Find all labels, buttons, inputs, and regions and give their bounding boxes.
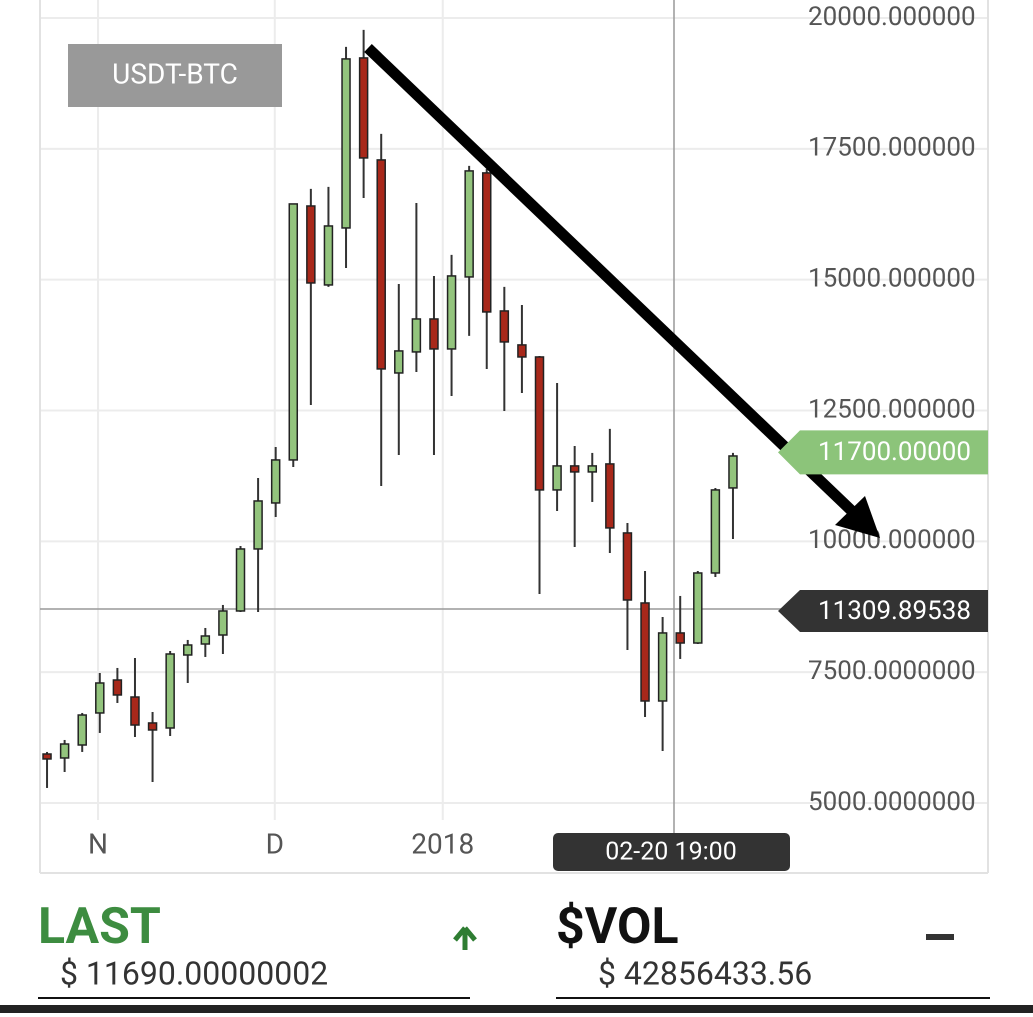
candle-body — [200, 635, 211, 645]
x-tick-label: D — [266, 827, 284, 860]
y-tick-label: 15000.000000 — [808, 264, 976, 294]
candle-body — [411, 318, 422, 353]
candle-body — [341, 58, 351, 229]
crosshair-price: 11309.89538 — [818, 596, 971, 626]
y-tick-label: 7500.0000000 — [808, 656, 976, 686]
bottom-bar — [0, 1005, 1033, 1013]
title-box — [68, 44, 282, 107]
vol-label: $VOL — [556, 898, 679, 956]
candle-body — [112, 679, 123, 696]
candle-body — [710, 489, 721, 574]
candle-body — [376, 159, 386, 370]
trend-arrow-head — [835, 496, 880, 538]
candle-body — [77, 714, 87, 746]
x-tick-label: 2018 — [411, 827, 474, 860]
candle-body — [640, 602, 650, 702]
candle-body — [569, 465, 580, 473]
candle-body — [693, 572, 703, 644]
candle-body — [130, 696, 140, 726]
candle-body — [306, 205, 316, 284]
candle-body — [165, 653, 175, 729]
x-tick-label: N — [88, 827, 108, 860]
y-axis: 5000.0000000 7500.0000000 10000.000000 1250… — [808, 2, 976, 817]
candle-body — [517, 344, 527, 358]
candle-body — [675, 632, 685, 644]
candle-body — [288, 203, 299, 461]
candle-body — [270, 459, 281, 504]
y-tick-label: 17500.000000 — [808, 133, 976, 163]
candle-body — [552, 465, 562, 491]
candle-body — [42, 753, 52, 760]
y-tick-label: 5000.0000000 — [808, 787, 976, 817]
trend-arrow — [364, 44, 859, 518]
last-price-marker — [778, 430, 988, 475]
candle-body — [253, 500, 263, 550]
vol-value: $ 42856433.56 — [598, 954, 812, 992]
candle-body — [446, 275, 457, 350]
candle-body — [218, 610, 228, 636]
grid: N D 2018 — [40, 0, 988, 860]
crosshair-price-tag — [778, 590, 988, 632]
up-arrow — [453, 926, 477, 950]
candle-body — [534, 356, 545, 491]
crosshair-time-tag — [553, 833, 790, 871]
last-value: $ 11690.00000002 — [60, 954, 328, 992]
candle-body — [147, 722, 158, 731]
crosshair-time: 02-20 19:00 — [605, 838, 737, 867]
candle-body — [429, 318, 439, 350]
last-price-tag: 11700.00000 — [778, 430, 988, 475]
candle-body — [481, 172, 492, 313]
candles — [42, 29, 738, 788]
last-price-label: 11700.00000 — [818, 437, 971, 467]
chart-title: USDT-BTC — [112, 57, 238, 90]
candle-body — [605, 463, 615, 529]
candle-body — [499, 310, 510, 343]
candle-body — [622, 532, 633, 601]
last-label: LAST — [38, 898, 161, 956]
y-tick-label: 12500.000000 — [808, 394, 976, 424]
candle-body — [95, 682, 105, 714]
y-tick-label: 10000.000000 — [808, 525, 976, 555]
candle-body — [59, 743, 70, 759]
candle-body — [587, 465, 598, 473]
candle-body — [358, 57, 369, 159]
candle-body — [235, 548, 246, 612]
candle-body — [728, 455, 738, 489]
candle-body — [323, 225, 334, 286]
candle-body — [182, 644, 193, 656]
candle-body — [464, 170, 474, 278]
candle-body — [394, 350, 404, 374]
candle-body — [657, 632, 668, 702]
y-tick-label: 20000.000000 — [808, 2, 976, 32]
